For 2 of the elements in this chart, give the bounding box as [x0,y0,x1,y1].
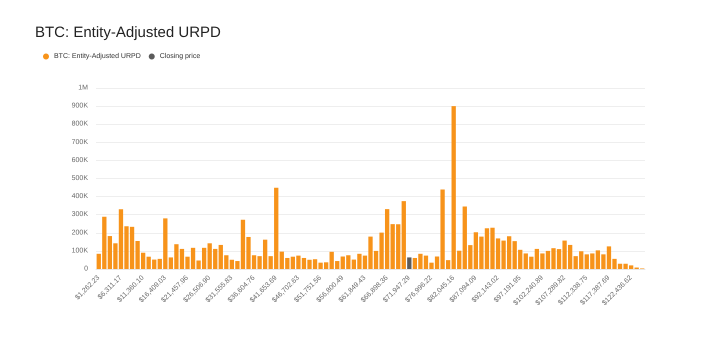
chart-title: BTC: Entity-Adjusted URPD [35,24,222,41]
bar [407,257,412,269]
